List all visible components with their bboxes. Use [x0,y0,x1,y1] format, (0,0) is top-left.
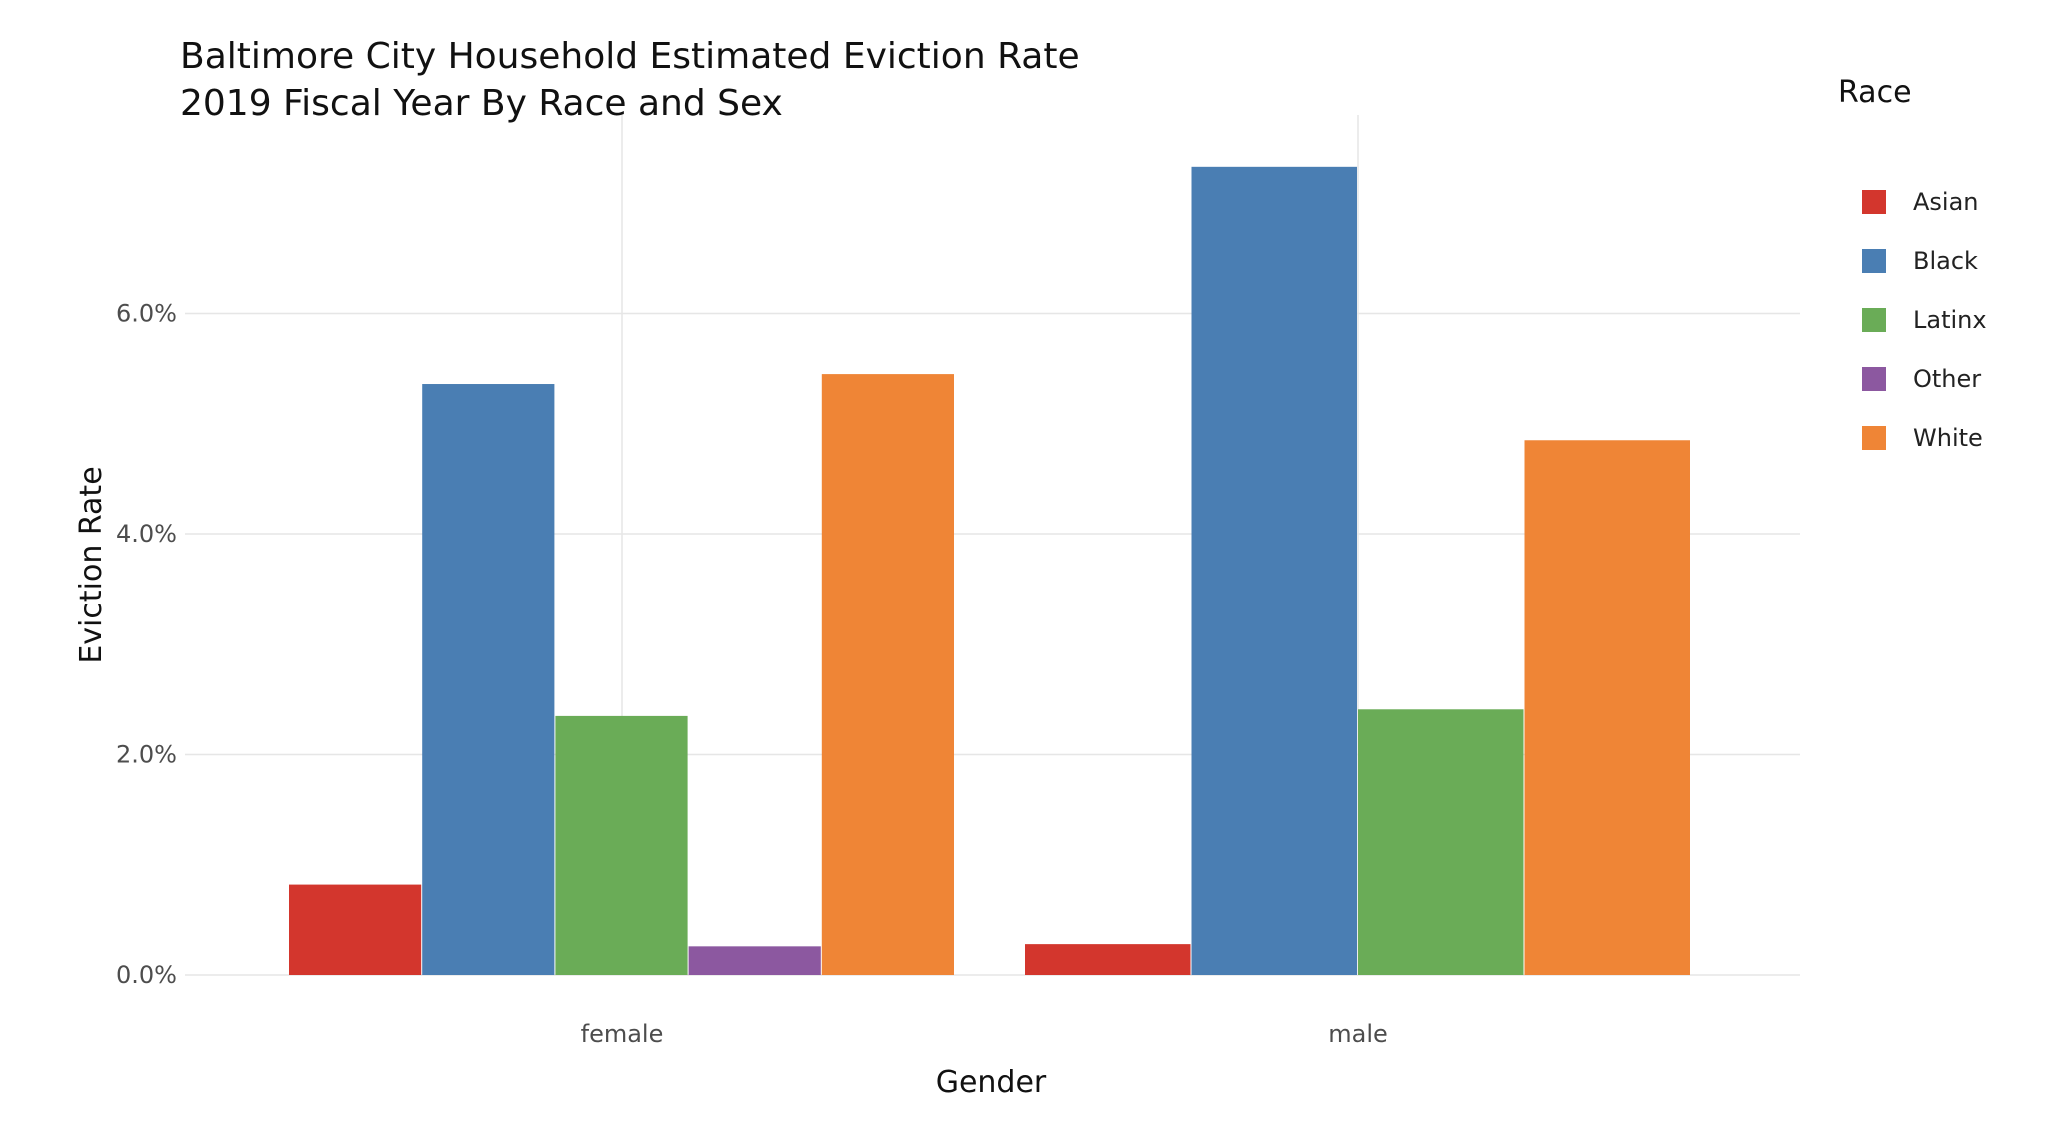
legend: Race Asian Black Latinx Other White [1838,75,1987,452]
bar-other-female [688,946,821,975]
legend-label-black: Black [1913,247,1978,275]
legend-label-white: White [1913,424,1983,452]
y-tick-label: 6.0% [116,299,177,327]
bar-asian-male [1025,944,1191,975]
legend-title: Race [1838,75,1912,110]
bar-black-male [1191,166,1357,976]
x-axis-title: Gender [936,1065,1047,1100]
y-tick-label: 0.0% [116,961,177,989]
legend-swatch-white [1862,426,1886,450]
legend-label-other: Other [1913,365,1981,393]
y-tick-label: 2.0% [116,740,177,768]
legend-swatch-latinx [1862,308,1886,332]
chart-subtitle: 2019 Fiscal Year By Race and Sex [180,83,783,124]
legend-label-asian: Asian [1913,188,1979,216]
chart-title: Baltimore City Household Estimated Evict… [180,36,1080,77]
bar-latinx-female [555,715,688,975]
bar-latinx-male [1358,709,1524,975]
bar-white-female [821,374,954,976]
x-tick-label: female [581,1020,664,1048]
legend-swatch-asian [1862,190,1886,214]
legend-swatch-black [1862,249,1886,273]
legend-swatch-other [1862,367,1886,391]
legend-label-latinx: Latinx [1913,306,1987,334]
x-tick-labels: female male [581,1020,1388,1048]
bar-white-male [1524,440,1690,975]
bars [289,166,1690,976]
x-tick-label: male [1328,1020,1388,1048]
y-tick-label: 4.0% [116,520,177,548]
y-tick-labels: 0.0% 2.0% 4.0% 6.0% [116,299,177,989]
bar-black-female [422,384,555,975]
bar-asian-female [289,884,422,975]
y-axis-title: Eviction Rate [74,466,109,663]
